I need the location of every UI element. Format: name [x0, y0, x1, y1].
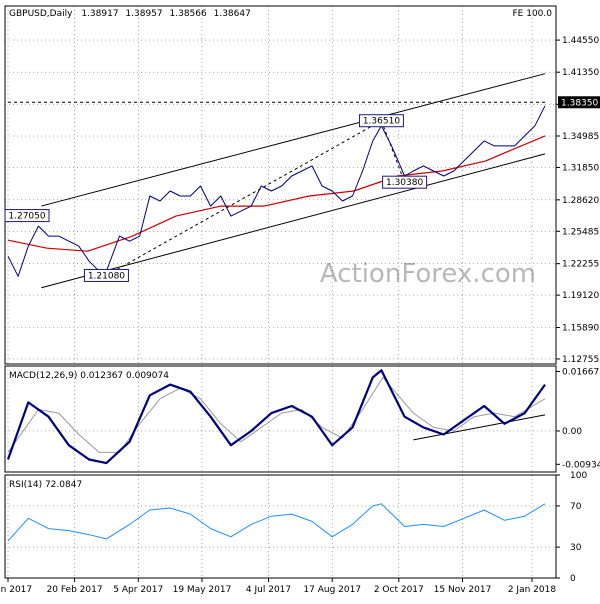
y-tick-label: 1.22255 — [562, 260, 599, 270]
x-tick-label: 19 May 2017 — [173, 585, 232, 595]
ohlc-close: 1.38647 — [214, 9, 251, 19]
trendline — [380, 120, 406, 183]
y-tick-label: 1.31850 — [562, 163, 599, 173]
price-ma-line — [7, 135, 546, 252]
callout-label: 1.36510 — [363, 117, 400, 127]
current-price-label: 1.38350 — [561, 98, 598, 108]
callout-box — [83, 268, 129, 282]
x-tick-label: 17 Aug 2017 — [303, 585, 361, 595]
trendline — [413, 414, 546, 441]
watermark: ActionForex.com — [320, 259, 536, 289]
y-tick-label: 30 — [570, 543, 582, 553]
rsi-panel-frame — [4, 474, 557, 579]
y-tick-label: 1.41350 — [562, 68, 599, 78]
callout-box — [4, 209, 50, 223]
ohlc-low: 1.38566 — [170, 9, 207, 19]
callout-label: 1.21080 — [88, 271, 125, 281]
rsi-line — [7, 503, 546, 542]
y-tick-label: 70 — [570, 502, 582, 512]
callout-label: 1.30380 — [386, 178, 423, 188]
x-tick-label: 2 Oct 2017 — [374, 585, 424, 595]
axis-layer: 5 Jan 2017 20 Feb 2017 5 Apr 2017 19 May 20… — [0, 36, 600, 595]
y-tick-label: 0 — [570, 574, 576, 584]
y-tick-label: 1.25485 — [562, 227, 599, 237]
price-panel-symbol: GBPUSD,Daily — [9, 9, 73, 19]
trendline — [41, 153, 546, 289]
fe-label: FE 100.0 — [513, 9, 553, 19]
x-tick-label: 20 Feb 2017 — [47, 585, 103, 595]
price-panel-title: GBPUSD,Daily 1.38917 1.38957 1.38566 1.3… — [9, 9, 251, 19]
y-tick-label: 1.19120 — [562, 291, 599, 301]
macd-panel-title: MACD(12,26,9) 0.012367 0.009074 — [9, 371, 169, 381]
ohlc-high: 1.38957 — [125, 9, 162, 19]
callout-box — [382, 175, 428, 189]
macd-line — [6, 369, 546, 465]
y-tick-label: 1.28620 — [562, 196, 599, 206]
trendline-layer — [8, 73, 546, 441]
x-tick-label: 5 Jan 2017 — [0, 585, 32, 595]
y-tick-label: 0.016672 — [562, 367, 600, 377]
y-tick-label: 1.15890 — [562, 323, 599, 333]
grid-layer — [5, 6, 556, 578]
x-tick-label: 5 Apr 2017 — [113, 585, 163, 595]
callout-layer: 1.36510 1.30380 1.21080 1.27050 — [4, 114, 428, 282]
x-tick-label: 4 Jul 2017 — [246, 585, 291, 595]
x-tick-label: 15 Nov 2017 — [434, 585, 492, 595]
y-tick-label: 1.34985 — [562, 132, 599, 142]
macd-panel-frame — [4, 365, 557, 473]
y-tick-label: 100 — [570, 471, 587, 481]
callout-label: 1.27050 — [8, 212, 45, 222]
y-tick-label: 0.00 — [562, 427, 582, 437]
trendline — [106, 120, 382, 276]
series-layer — [6, 105, 546, 542]
x-tick-label: 2 Jan 2018 — [508, 585, 556, 595]
y-tick-label: -0.009345 — [562, 460, 600, 470]
trendline — [41, 73, 546, 207]
y-tick-label: 1.12755 — [562, 355, 599, 365]
callout-box — [358, 114, 404, 128]
rsi-panel-title: RSI(14) 72.0847 — [9, 480, 82, 490]
price-panel-frame — [4, 5, 557, 365]
ohlc-open: 1.38917 — [81, 9, 118, 19]
current-price-tag — [558, 96, 600, 109]
y-tick-label: 1.44550 — [562, 36, 599, 46]
